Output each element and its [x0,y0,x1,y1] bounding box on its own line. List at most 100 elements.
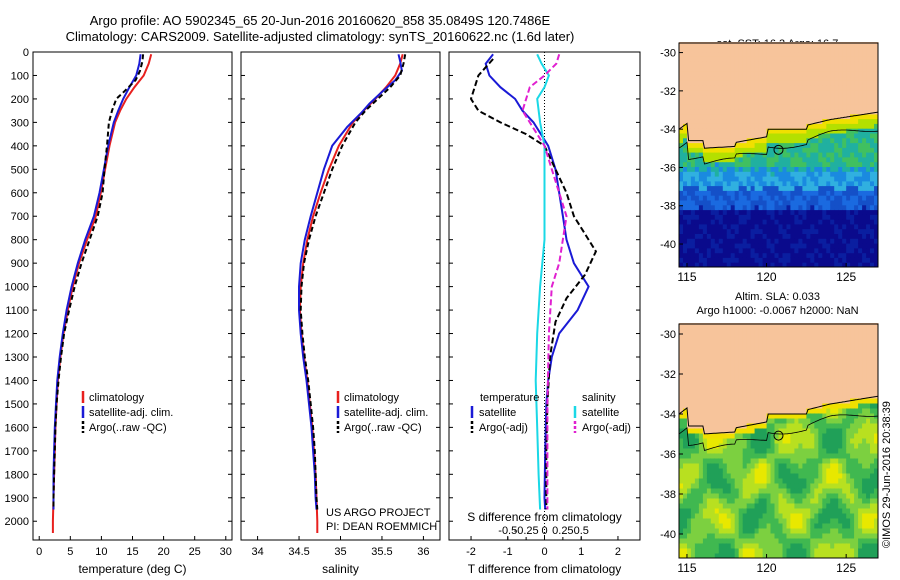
sla-float-marker [773,430,784,441]
sst-map-ytick-label: -30 [660,48,676,60]
sst-map-ytick-label: -34 [660,124,676,136]
difference-profile-xtick-label: 0 [541,546,547,558]
legend-label: climatology [89,392,145,404]
difference-profile-xlabel: T difference from climatology [468,562,622,576]
salinity-diff-tick-label: -0.5 [498,525,517,537]
legend-label: satellite [582,407,619,419]
salinity-profile-xlabel: salinity [322,562,359,576]
depth-tick-label: 600 [11,188,29,200]
series-line-satellite-adj-clim- [298,54,403,510]
legend-label: satellite-adj. clim. [344,407,428,419]
sla-map-title-line1: Altim. SLA: 0.033 [735,291,820,303]
difference-profile-xtick-label: -2 [466,546,476,558]
series-line-s-argo-adj- [521,54,568,510]
depth-tick-label: 1200 [5,329,29,341]
sla-map-cells [679,323,879,559]
sla-map-ytick-label: -38 [660,489,676,501]
depth-tick-label: 1400 [5,375,29,387]
temperature-profile-xtick-label: 30 [220,546,232,558]
depth-tick-label: 700 [11,211,29,223]
sla-map-ytick-label: -40 [660,529,676,541]
sst-map-cells [679,42,879,268]
depth-tick-label: 400 [11,141,29,153]
sla-map-ytick-label: -36 [660,449,676,461]
salinity-diff-tick-label: -0.25 [514,525,539,537]
series-line-argo-raw-qc- [299,54,407,510]
series-line-t-argo-adj- [469,58,598,510]
sla-map-ytick-label: -34 [660,409,676,421]
annotation-line1: US ARGO PROJECT [326,507,431,519]
sla-map-frame [678,323,879,559]
temperature-profile-xtick-label: 0 [36,546,42,558]
salinity-diff-tick-label: 0.5 [574,525,589,537]
depth-tick-label: 1100 [5,305,29,317]
temperature-profile-frame [32,51,233,541]
salinity-profile-frame [240,51,441,541]
temperature-profile-xtick-label: 15 [126,546,138,558]
series-line-s-satellite [534,53,551,510]
sla-map-ytick-label: -32 [660,369,676,381]
sst-map-ytick-label: -32 [660,86,676,98]
plot-title-line1: Argo profile: AO 5902345_65 20-Jun-2016 … [89,13,551,28]
salinity-diff-label: S difference from climatology [467,510,622,524]
depth-tick-label: 100 [11,70,29,82]
sla-depth-contour [678,414,879,452]
legend-label: Argo(-adj) [582,422,631,434]
sla-map-ytick-label: -30 [660,329,676,341]
legend-label: satellite [479,407,516,419]
sst-map-xtick-label: 125 [836,270,856,284]
salinity-diff-tick-label: 0 [541,525,547,537]
salinity-profile-xtick-label: 35 [334,546,346,558]
salinity-profile-xtick-label: 34 [251,546,263,558]
sst-map-xtick-label: 120 [757,270,777,284]
depth-tick-label: 800 [11,235,29,247]
difference-profile-xtick-label: 2 [615,546,621,558]
legend-temperature-title: temperature [480,392,539,404]
salinity-profile-xtick-label: 34.5 [288,546,309,558]
legend-salinity-title: salinity [582,392,616,404]
depth-tick-label: 1300 [5,352,29,364]
depth-tick-label: 1000 [5,282,29,294]
depth-tick-label: 2000 [5,516,29,528]
sst-depth-contour [678,129,879,165]
depth-tick-label: 1500 [5,399,29,411]
depth-tick-label: 900 [11,258,29,270]
difference-profile-xtick-label: -1 [503,546,513,558]
plot-title-line2: Climatology: CARS2009. Satellite-adjuste… [65,29,575,44]
sst-map-xtick-label: 115 [677,270,696,284]
temperature-profile-xtick-label: 20 [157,546,169,558]
temperature-profile-xtick-label: 25 [189,546,201,558]
sla-map-title-line2: Argo h1000: -0.0067 h2000: NaN [696,305,859,317]
salinity-profile-xtick-label: 35.5 [371,546,392,558]
legend-label: Argo(..raw -QC) [89,422,167,434]
depth-tick-label: 1900 [5,493,29,505]
depth-tick-label: 0 [23,47,29,59]
depth-tick-label: 1800 [5,469,29,481]
temperature-profile-xlabel: temperature (deg C) [78,562,186,576]
sla-map-xtick-label: 120 [757,561,777,575]
sla-map-xtick-label: 115 [677,561,696,575]
salinity-diff-tick-label: 0.25 [552,525,573,537]
sla-map-xtick-label: 125 [836,561,856,575]
sst-map-ytick-label: -36 [660,162,676,174]
salinity-profile-xtick-label: 36 [417,546,429,558]
series-line-argo-raw-qc- [52,54,145,510]
depth-tick-label: 1600 [5,422,29,434]
annotation-line2: PI: DEAN ROEMMICH [326,521,437,533]
depth-tick-label: 1700 [5,446,29,458]
legend-label: Argo(-adj) [479,422,528,434]
legend-label: Argo(..raw -QC) [344,422,422,434]
depth-tick-label: 300 [11,117,29,129]
sst-float-marker [773,144,784,155]
sst-coastline [678,111,879,149]
sla-coastline [678,395,879,435]
temperature-profile-xtick-label: 5 [67,546,73,558]
depth-tick-label: 200 [11,94,29,106]
temperature-profile-xtick-label: 10 [95,546,107,558]
sst-map-frame [678,42,879,268]
legend-label: satellite-adj. clim. [89,407,173,419]
sst-map-ytick-label: -40 [660,239,676,251]
difference-profile-xtick-label: 1 [578,546,584,558]
depth-tick-label: 500 [11,164,29,176]
